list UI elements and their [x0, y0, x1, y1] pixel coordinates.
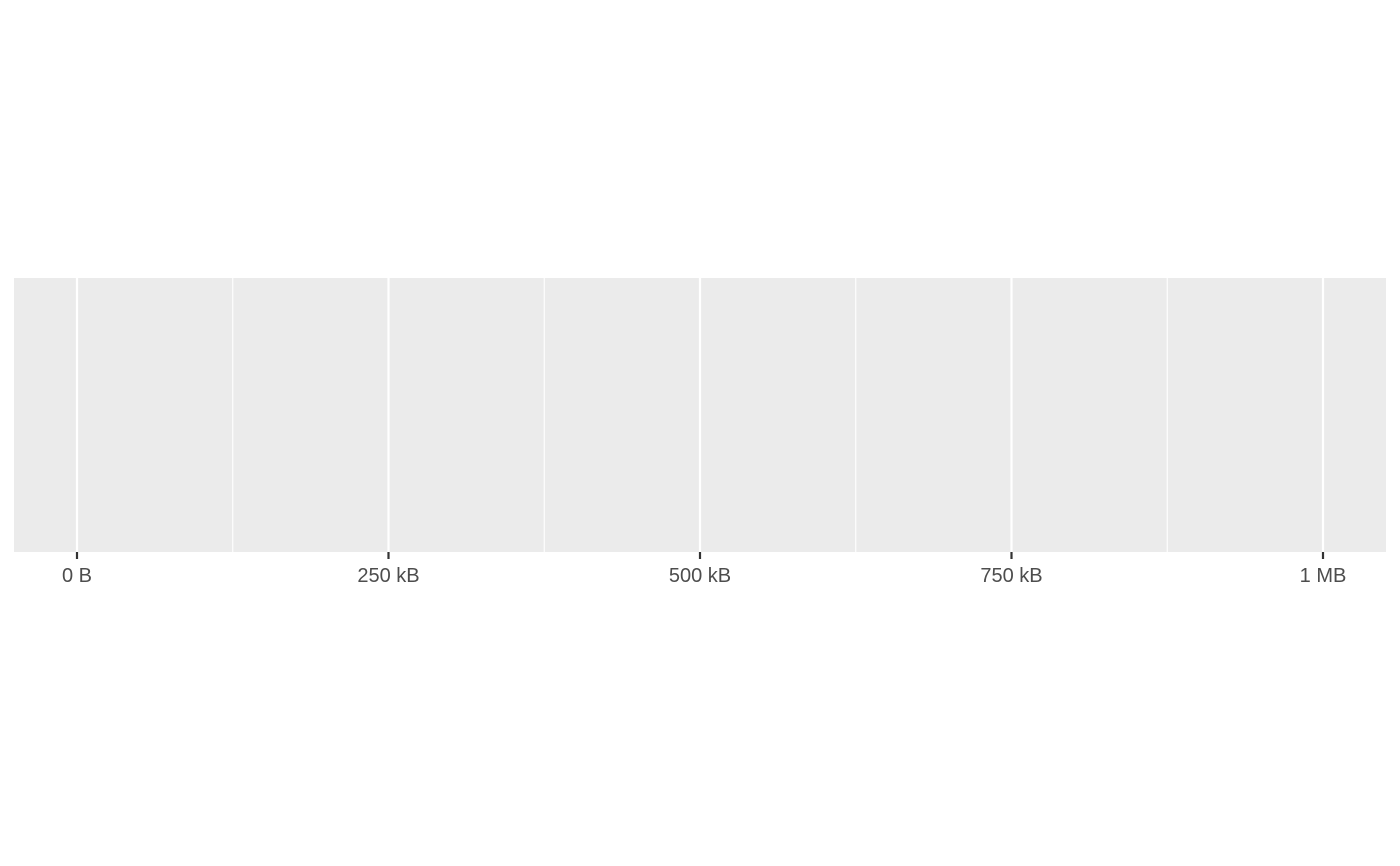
x-tick-label: 0 B [62, 565, 92, 587]
x-tick-label: 250 kB [357, 565, 419, 587]
x-tick-label: 500 kB [669, 565, 731, 587]
x-tick-label: 1 MB [1300, 565, 1347, 587]
minor-grid-lines [232, 278, 1168, 552]
x-axis: 0 B 250 kB 500 kB 750 kB 1 MB [62, 552, 1346, 587]
x-tick-label: 750 kB [980, 565, 1042, 587]
major-grid-lines [75, 278, 1325, 552]
